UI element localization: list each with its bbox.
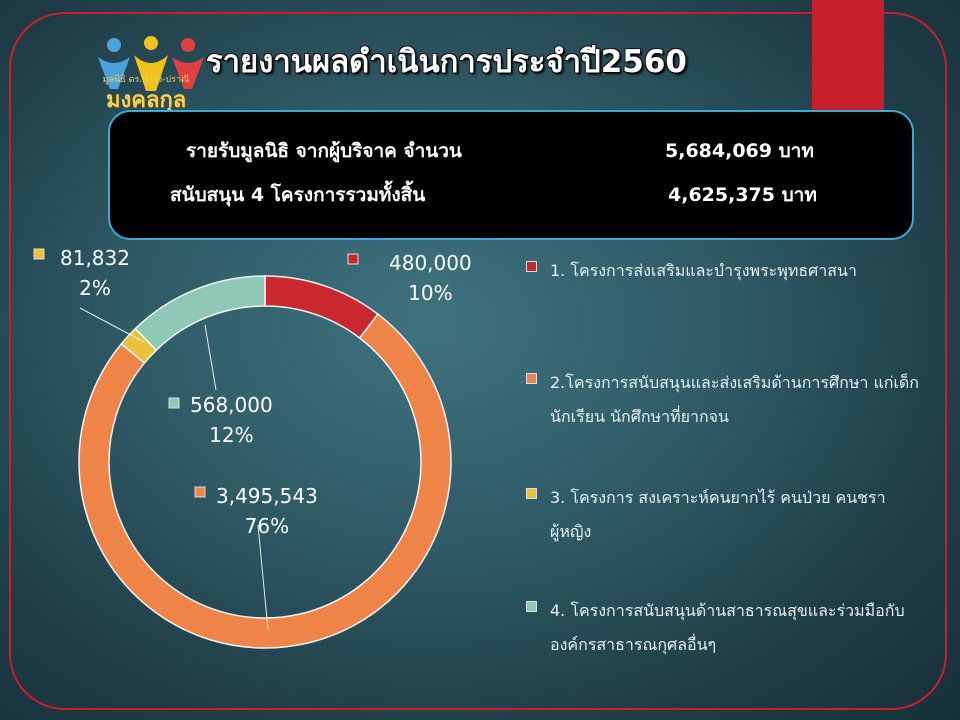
slice-buddhism xyxy=(264,275,379,340)
data-label-public-health-value: 568,000 xyxy=(190,393,273,417)
summary-support-value: 4,625,375 บาท xyxy=(668,184,817,206)
legend-swatch-public-health xyxy=(526,601,537,612)
legend-label-public-health: 4. โครงการสนับสนุนด้านสาธารณสุขและร่วมมื… xyxy=(550,601,905,654)
summary-income-label: รายรับมูลนิธิ จากผู้บริจาค จำนวน xyxy=(186,140,462,162)
data-label-buddhism: 480,000 10% xyxy=(389,248,472,308)
label-marker-public-health xyxy=(168,397,180,409)
legend-swatch-buddhism xyxy=(526,261,537,272)
data-label-welfare-value: 81,832 xyxy=(60,246,130,270)
summary-income-value: 5,684,069 บาท xyxy=(665,140,814,162)
leader-line-welfare xyxy=(79,307,145,343)
corner-accent-bar xyxy=(812,0,884,112)
page-title: รายงานผลดำเนินการประจำปี2560 xyxy=(206,44,687,80)
data-label-education: 3,495,543 76% xyxy=(216,481,318,541)
label-marker-education xyxy=(194,486,206,498)
data-label-education-value: 3,495,543 xyxy=(216,484,318,508)
summary-box: รายรับมูลนิธิ จากผู้บริจาค จำนวน 5,684,0… xyxy=(108,110,914,240)
logo-caption: มูลนิธิ ดร.บำรุง-ปราณี xyxy=(102,75,190,85)
slice-public-health xyxy=(134,275,266,352)
summary-support-label: สนับสนุน 4 โครงการรวมทั้งสิ้น xyxy=(170,184,426,206)
slice-education xyxy=(78,313,452,649)
label-marker-buddhism xyxy=(347,253,359,265)
label-marker-welfare xyxy=(33,248,45,260)
three-people-logo-icon xyxy=(98,36,204,91)
data-label-buddhism-value: 480,000 xyxy=(389,251,472,275)
legend-label-buddhism: 1. โครงการส่งเสริมและบำรุงพระพุทธศาสนา xyxy=(550,261,857,280)
data-label-education-percent: 76% xyxy=(244,514,290,538)
data-label-welfare-percent: 2% xyxy=(79,276,111,300)
data-label-buddhism-percent: 10% xyxy=(408,281,453,305)
logo-brand: มงคลกุล xyxy=(106,88,187,113)
legend-label-welfare: 3. โครงการ สงเคราะห์คนยากไร้ คนป่วย คนชร… xyxy=(550,488,886,541)
leader-line-education xyxy=(257,524,269,631)
slide-frame xyxy=(9,12,947,710)
data-label-public-health-percent: 12% xyxy=(209,423,254,447)
data-label-public-health: 568,000 12% xyxy=(190,390,273,450)
legend-label-education: 2.โครงการสนับสนุนและส่งเสริมด้านการศึกษา… xyxy=(550,373,919,426)
legend-swatch-welfare xyxy=(526,488,537,499)
legend-swatch-education xyxy=(526,373,537,384)
leader-line-public-health xyxy=(204,324,217,391)
data-label-welfare: 81,832 2% xyxy=(60,243,130,303)
